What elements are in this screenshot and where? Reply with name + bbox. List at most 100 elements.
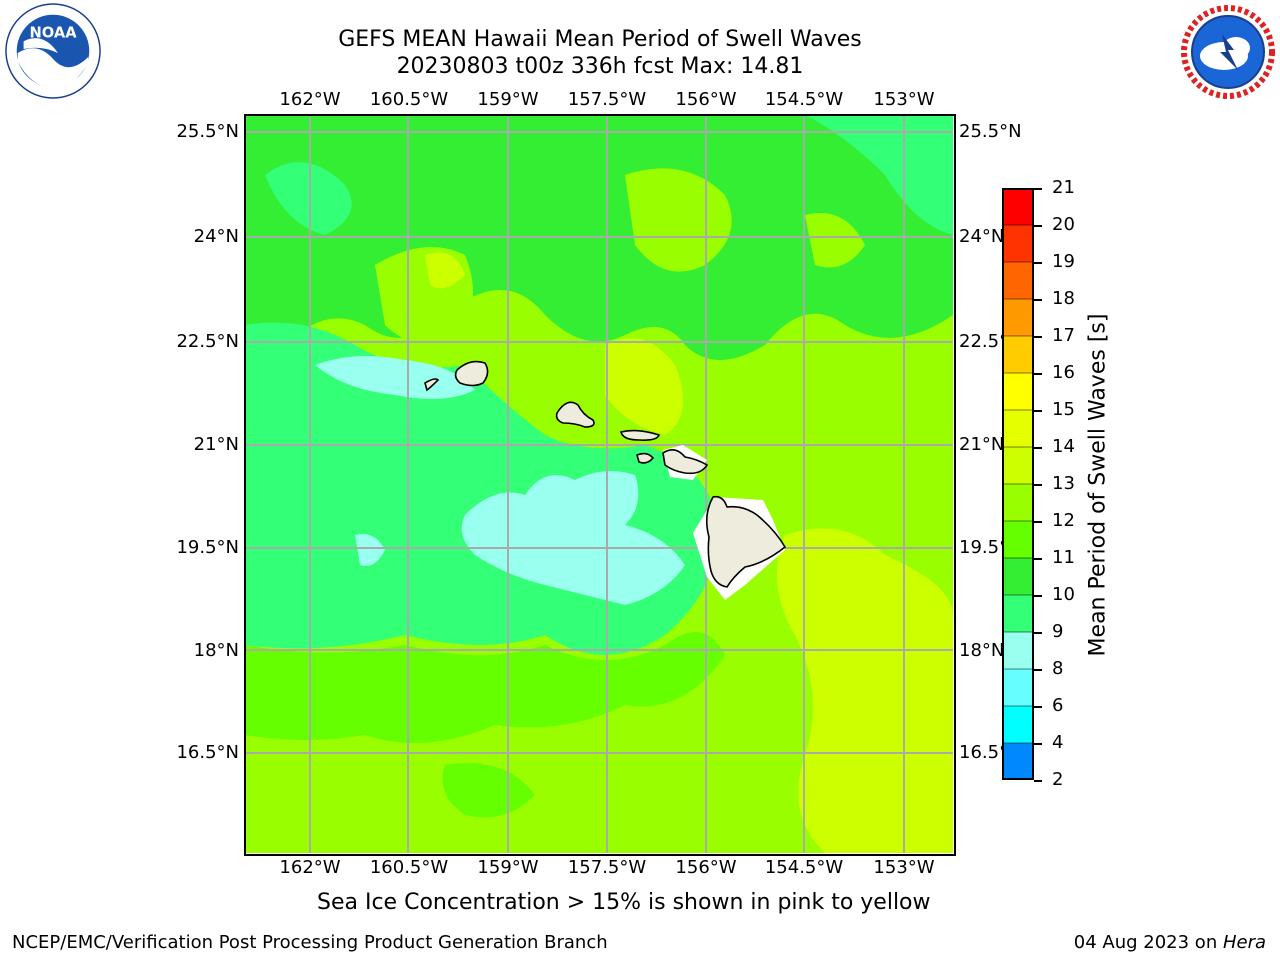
colorbar-tick-label: 6 <box>1052 695 1064 716</box>
colorbar-segment <box>1002 336 1034 374</box>
field-band-9-north <box>315 356 475 399</box>
colorbar-border <box>1002 188 1034 780</box>
colorbar-tick-label: 14 <box>1052 436 1075 457</box>
lon-label-bottom: 154.5°W <box>764 857 844 878</box>
map-title: GEFS MEAN Hawaii Mean Period of Swell Wa… <box>338 27 862 52</box>
field-band-10-north <box>265 162 352 235</box>
field-band-13-center <box>605 338 683 435</box>
colorbar-title: Mean Period of Swell Waves [s] <box>1085 313 1111 657</box>
map-panel[interactable] <box>245 115 953 853</box>
field-blob-13a <box>375 247 473 343</box>
island-kauai <box>454 360 489 387</box>
colorbar-tick <box>1034 262 1042 264</box>
swell-period-map <box>245 115 953 853</box>
lon-label-top: 154.5°W <box>764 89 844 110</box>
colorbar-tick <box>1034 484 1042 486</box>
colorbar-segment <box>1002 299 1034 337</box>
colorbar-tick-label: 17 <box>1052 325 1075 346</box>
colorbar-tick-label: 16 <box>1052 362 1075 383</box>
colorbar-tick-label: 12 <box>1052 510 1075 531</box>
field-band-12-south-b <box>442 763 535 818</box>
footer-date: 04 Aug 2023 on Hera <box>1074 932 1266 953</box>
lon-label-top: 160.5°W <box>369 89 449 110</box>
colorbar-segment <box>1002 632 1034 670</box>
colorbar-tick <box>1034 188 1042 190</box>
colorbar-segment <box>1002 669 1034 707</box>
lon-label-top: 159°W <box>477 89 539 110</box>
lat-label-right: 25.5°N <box>959 121 1022 142</box>
lon-label-bottom: 157.5°W <box>567 857 647 878</box>
colorbar-tick <box>1034 410 1042 412</box>
islands <box>424 360 787 588</box>
island-maui <box>662 449 709 475</box>
footer-date-text: 04 Aug 2023 on <box>1073 932 1223 953</box>
colorbar-segment <box>1002 262 1034 300</box>
colorbar-tick <box>1034 743 1042 745</box>
field-band-12-south <box>245 632 725 743</box>
colorbar-tick-label: 20 <box>1052 214 1075 235</box>
colorbar-segment <box>1002 225 1034 263</box>
field-band-13-ne <box>425 252 465 289</box>
colorbar-tick <box>1034 558 1042 560</box>
lat-label-left: 18°N <box>193 640 239 661</box>
island-hawaii <box>705 495 787 588</box>
lat-label-left: 22.5°N <box>176 331 239 352</box>
lon-label-bottom: 159°W <box>477 857 539 878</box>
field-blob-13c <box>805 213 865 268</box>
colorbar-tick <box>1034 706 1042 708</box>
colorbar-tick-label: 18 <box>1052 288 1075 309</box>
field-band-9-central <box>461 471 685 605</box>
colorbar-tick-label: 9 <box>1052 621 1064 642</box>
island-molokai <box>620 429 661 441</box>
lat-label-left: 25.5°N <box>176 121 239 142</box>
colorbar-tick-label: 19 <box>1052 251 1075 272</box>
lat-label-left: 16.5°N <box>176 742 239 763</box>
colorbar-segment <box>1002 706 1034 744</box>
colorbar-segment <box>1002 521 1034 559</box>
footer-credit: NCEP/EMC/Verification Post Processing Pr… <box>12 932 608 953</box>
field-band-10-ne <box>805 115 953 235</box>
colorbar-segment <box>1002 447 1034 485</box>
lon-label-top: 156°W <box>675 89 737 110</box>
lat-label-left: 21°N <box>193 434 239 455</box>
colorbar-segment <box>1002 484 1034 522</box>
lat-label-right: 24°N <box>959 226 1005 247</box>
svg-text:NOAA: NOAA <box>29 24 77 41</box>
lon-label-top: 153°W <box>873 89 935 110</box>
island-niihau <box>424 378 440 392</box>
colorbar-tick <box>1034 336 1042 338</box>
colorbar-tick-label: 4 <box>1052 732 1064 753</box>
colorbar-tick-label: 11 <box>1052 547 1075 568</box>
colorbar-tick <box>1034 669 1042 671</box>
colorbar-tick <box>1034 299 1042 301</box>
footer-machine: Hera <box>1222 932 1266 953</box>
field-band-13-east <box>777 528 953 853</box>
colorbar-segment <box>1002 410 1034 448</box>
colorbar-segment <box>1002 558 1034 596</box>
lon-label-bottom: 162°W <box>279 857 341 878</box>
field-blob-13b <box>625 168 732 272</box>
colorbar <box>1002 188 1034 780</box>
colorbar-tick-label: 8 <box>1052 658 1064 679</box>
colorbar-segment <box>1002 595 1034 633</box>
colorbar-tick-label: 15 <box>1052 399 1075 420</box>
sea-ice-note: Sea Ice Concentration > 15% is shown in … <box>317 890 931 915</box>
island-oahu <box>555 401 595 428</box>
colorbar-tick-label: 2 <box>1052 769 1064 790</box>
lon-label-top: 162°W <box>279 89 341 110</box>
lon-label-top: 157.5°W <box>567 89 647 110</box>
colorbar-segment <box>1002 373 1034 411</box>
graticule <box>245 115 953 853</box>
colorbar-tick <box>1034 632 1042 634</box>
lon-label-bottom: 160.5°W <box>369 857 449 878</box>
lat-label-left: 24°N <box>193 226 239 247</box>
colorbar-tick <box>1034 521 1042 523</box>
colorbar-tick <box>1034 595 1042 597</box>
colorbar-tick-label: 21 <box>1052 177 1075 198</box>
noaa-logo-icon: NOAA <box>5 3 101 99</box>
map-subtitle: 20230803 t00z 336h fcst Max: 14.81 <box>396 54 804 79</box>
colorbar-segment <box>1002 188 1034 226</box>
lat-label-right: 21°N <box>959 434 1005 455</box>
colorbar-tick <box>1034 780 1042 782</box>
lat-label-left: 19.5°N <box>176 537 239 558</box>
